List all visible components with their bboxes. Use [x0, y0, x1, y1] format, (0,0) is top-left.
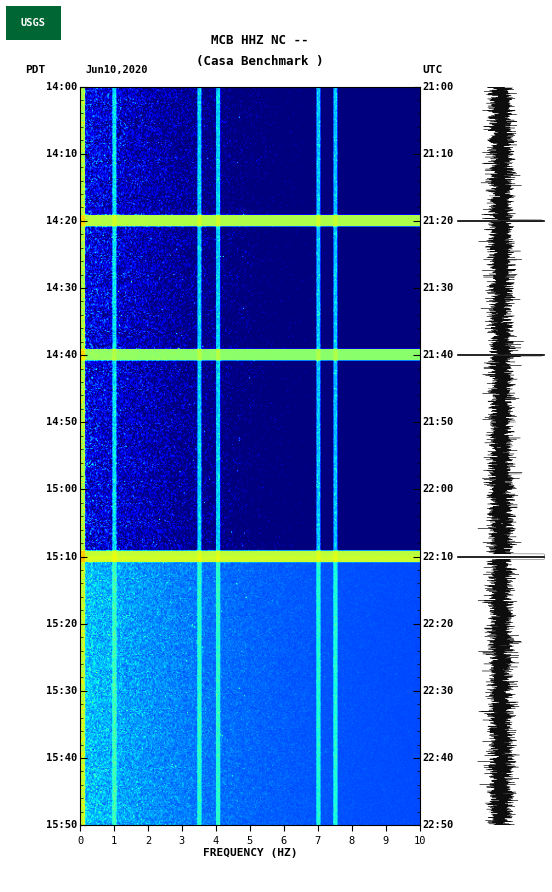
Text: UTC: UTC	[422, 65, 443, 76]
Text: Jun10,2020: Jun10,2020	[86, 65, 148, 76]
FancyBboxPatch shape	[6, 6, 61, 40]
Text: 14:00: 14:00	[46, 81, 77, 92]
X-axis label: FREQUENCY (HZ): FREQUENCY (HZ)	[203, 848, 297, 858]
Text: 14:20: 14:20	[46, 216, 77, 226]
Text: 15:40: 15:40	[46, 753, 77, 763]
Text: MCB HHZ NC --: MCB HHZ NC --	[211, 34, 308, 46]
Text: (Casa Benchmark ): (Casa Benchmark )	[196, 55, 323, 68]
Text: 14:10: 14:10	[46, 149, 77, 159]
Text: 22:20: 22:20	[422, 619, 454, 629]
Text: PDT: PDT	[25, 65, 45, 76]
Text: 21:00: 21:00	[422, 81, 454, 92]
Text: USGS: USGS	[20, 18, 46, 28]
Text: 22:30: 22:30	[422, 686, 454, 696]
Text: 15:30: 15:30	[46, 686, 77, 696]
Text: 21:10: 21:10	[422, 149, 454, 159]
Text: 22:00: 22:00	[422, 484, 454, 494]
Text: 22:40: 22:40	[422, 753, 454, 763]
Text: 21:50: 21:50	[422, 417, 454, 427]
Text: 15:10: 15:10	[46, 551, 77, 562]
Text: 21:30: 21:30	[422, 283, 454, 293]
Text: 21:20: 21:20	[422, 216, 454, 226]
Text: 14:40: 14:40	[46, 350, 77, 360]
Text: 22:50: 22:50	[422, 820, 454, 830]
Text: 14:30: 14:30	[46, 283, 77, 293]
Text: 22:10: 22:10	[422, 551, 454, 562]
Text: 15:00: 15:00	[46, 484, 77, 494]
Text: 21:40: 21:40	[422, 350, 454, 360]
Text: 15:50: 15:50	[46, 820, 77, 830]
Text: 15:20: 15:20	[46, 619, 77, 629]
Text: 14:50: 14:50	[46, 417, 77, 427]
